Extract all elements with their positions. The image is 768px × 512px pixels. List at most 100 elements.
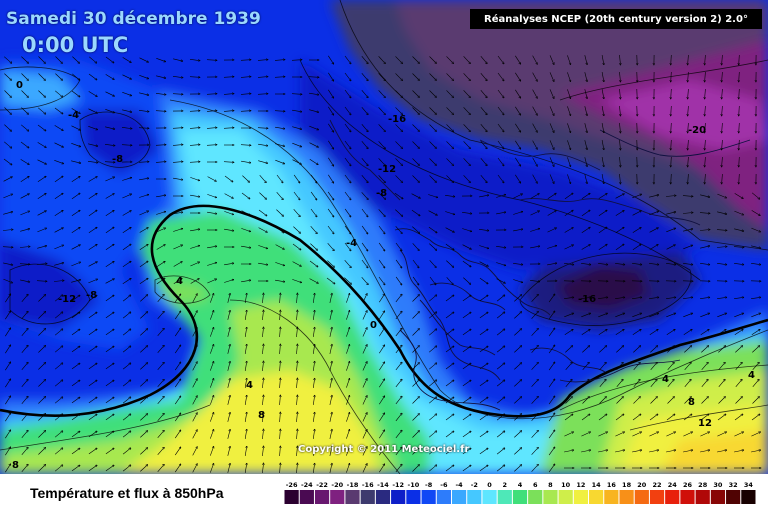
wind-arrow: [429, 260, 437, 267]
wind-arrow: [567, 174, 570, 183]
scale-tick-label: -12: [392, 481, 404, 489]
wind-arrow: [445, 295, 454, 302]
wind-arrow: [54, 263, 64, 266]
wind-arrow: [37, 193, 46, 199]
wind-arrow: [496, 329, 505, 336]
wind-arrow: [37, 228, 46, 233]
wind-arrow: [666, 245, 676, 250]
wind-arrow: [428, 226, 437, 233]
wind-arrow: [598, 263, 608, 264]
wind-arrow: [174, 379, 181, 388]
wind-arrow: [412, 56, 420, 64]
wind-arrow: [54, 245, 63, 250]
scale-swatch: [543, 490, 558, 504]
scale-swatch: [726, 490, 741, 504]
wind-arrow: [54, 176, 63, 183]
wind-arrow: [567, 157, 570, 166]
wind-arrow: [121, 127, 132, 128]
wind-arrow: [549, 106, 554, 115]
wind-arrow: [684, 346, 691, 353]
wind-arrow: [156, 195, 166, 198]
scale-tick-label: 10: [561, 481, 571, 489]
wind-arrow: [104, 162, 115, 163]
isotherm-label-minus20-east: -20: [688, 125, 706, 136]
wind-arrow: [649, 432, 658, 437]
wind-arrow: [192, 379, 198, 388]
wind-arrow: [174, 362, 181, 371]
wind-arrow: [615, 414, 624, 421]
wind-arrow: [242, 175, 249, 183]
wind-arrow: [671, 54, 672, 65]
wind-arrow: [496, 431, 505, 438]
scale-tick-label: 20: [637, 481, 647, 489]
wind-arrow: [632, 414, 641, 421]
wind-arrow: [705, 105, 706, 116]
wind-arrow: [227, 412, 230, 422]
map-time: 0:00 UTC: [22, 33, 129, 57]
wind-arrow: [54, 431, 63, 438]
wind-arrow: [156, 261, 165, 267]
wind-arrow: [262, 310, 263, 321]
wind-arrow: [361, 141, 368, 149]
wind-arrow: [429, 141, 437, 149]
wind-arrow: [462, 346, 471, 353]
scale-tick-label: -10: [408, 481, 420, 489]
zero-degree-isotherm: [0, 204, 768, 418]
scale-swatch: [497, 490, 512, 504]
wind-arrow: [328, 157, 333, 166]
wind-arrow: [378, 73, 386, 80]
wind-arrow: [346, 378, 349, 388]
wind-arrow: [313, 378, 314, 388]
wind-arrow: [38, 363, 45, 370]
wind-arrow: [480, 107, 487, 115]
wind-arrow: [666, 450, 676, 453]
wind-arrow: [751, 263, 761, 264]
wind-arrow: [581, 450, 591, 453]
wind-arrow: [666, 263, 676, 264]
wind-arrow: [122, 465, 131, 472]
wind-arrow: [241, 160, 251, 163]
wind-arrow: [88, 380, 97, 387]
wind-arrow: [54, 363, 63, 370]
wind-arrow: [21, 294, 28, 302]
wind-arrow: [514, 346, 521, 353]
wind-arrow: [297, 395, 298, 406]
wind-arrow: [275, 126, 285, 129]
wind-arrow: [38, 397, 45, 404]
wind-arrow: [549, 72, 554, 81]
wind-arrow: [549, 89, 554, 98]
wind-arrow: [581, 227, 590, 234]
wind-arrow: [71, 125, 81, 130]
wind-arrow: [88, 448, 97, 455]
wind-arrow: [601, 89, 604, 99]
wind-arrow: [599, 362, 607, 370]
wind-arrow: [362, 396, 367, 405]
wind-arrow: [584, 140, 587, 150]
wind-arrow: [463, 73, 471, 80]
wind-arrow: [479, 277, 488, 284]
wind-arrow: [683, 313, 692, 318]
wind-arrow: [412, 346, 420, 353]
wind-arrow: [4, 56, 12, 64]
wind-arrow: [379, 396, 384, 405]
wind-arrow: [346, 361, 349, 371]
wind-arrow: [258, 160, 268, 164]
wind-arrow: [665, 196, 676, 197]
wind-arrow: [497, 106, 504, 115]
wind-arrow: [346, 310, 349, 320]
wind-arrow: [173, 229, 183, 232]
wind-arrow: [122, 295, 131, 302]
wind-arrow: [4, 90, 12, 98]
wind-arrow: [207, 176, 217, 182]
wind-arrow: [445, 397, 454, 404]
wind-arrow: [5, 379, 10, 388]
wind-arrow: [38, 295, 45, 302]
wind-arrow: [5, 362, 10, 371]
wind-arrow: [429, 175, 437, 183]
scale-swatch: [360, 490, 375, 504]
scale-tick-label: 30: [713, 481, 723, 489]
wind-arrow: [479, 414, 488, 421]
wind-arrow: [361, 192, 369, 199]
wind-arrow: [227, 446, 230, 456]
wind-arrow: [395, 107, 403, 114]
